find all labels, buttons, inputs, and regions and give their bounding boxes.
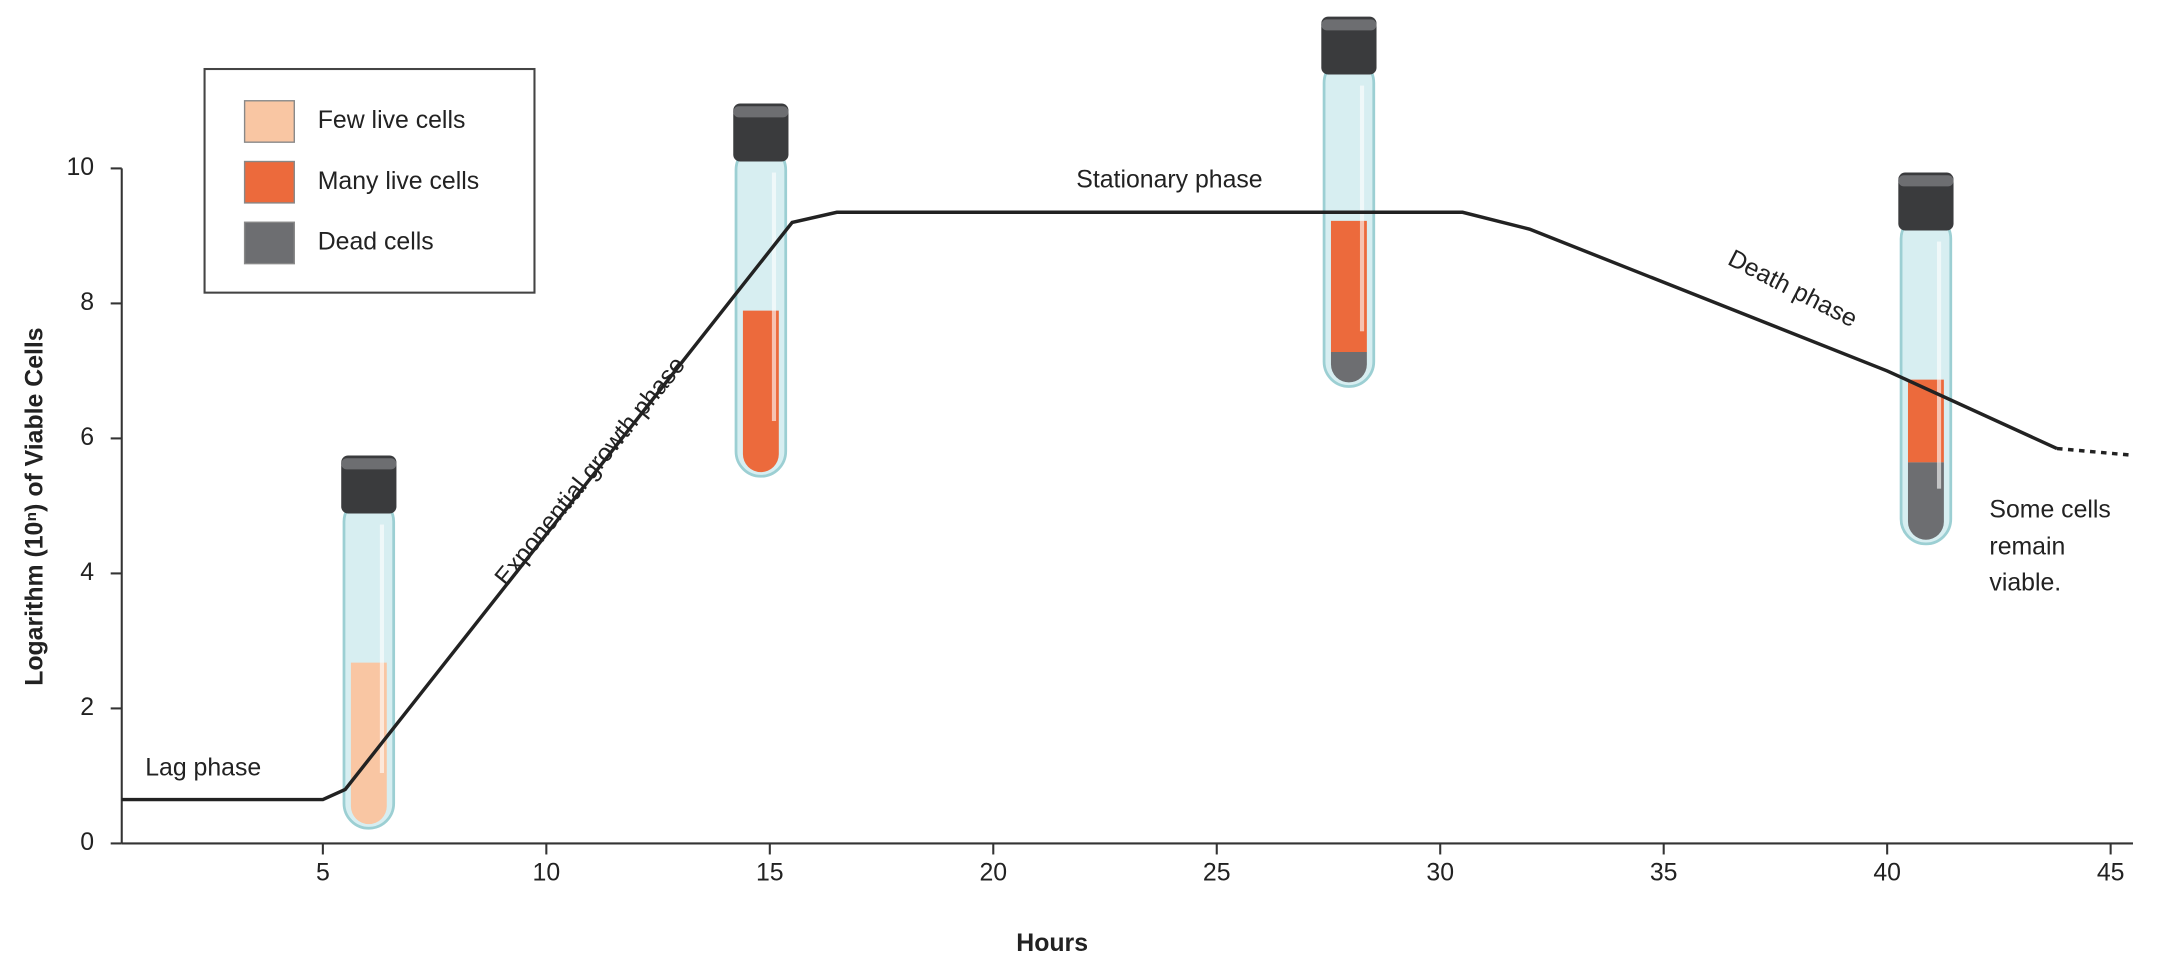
tube-fill [350,662,387,825]
y-tick-label: 4 [80,559,94,586]
y-tick-label: 2 [80,694,94,721]
tube-cap-ring [1898,175,1954,187]
tube-cap-ring [733,106,789,118]
tube-fill [1330,352,1367,383]
x-tick-label: 30 [1426,859,1454,886]
x-tick-label: 40 [1873,859,1901,886]
x-tick-label: 20 [979,859,1007,886]
x-tick-label: 45 [2097,859,2125,886]
tube-cap-ring [1321,19,1377,31]
y-tick-label: 0 [80,829,94,856]
tube-highlight [379,524,385,774]
tube-fill [1907,379,1944,463]
tube-cap [341,455,397,514]
legend-swatch [243,221,295,265]
y-tick-label: 10 [67,154,95,181]
tube-highlight [1359,85,1365,332]
x-tick-label: 25 [1203,859,1231,886]
growth-curve [121,210,2058,802]
x-tick-label: 35 [1650,859,1678,886]
annotation: remain [1989,534,2065,561]
annotation: Lag phase [145,754,261,781]
tube-fill [1907,462,1944,540]
tube-fill [1330,220,1367,353]
x-tick-label: 15 [756,859,784,886]
tube-cap [733,103,789,162]
growth-curve [2056,446,2134,458]
x-tick-label: 10 [533,859,561,886]
legend-label: Few live cells [318,107,466,134]
legend-label: Dead cells [318,229,434,256]
annotation: Stationary phase [1076,166,1262,193]
tube-fill [742,310,779,473]
tube-highlight [1936,241,1942,489]
tubes [341,16,1954,830]
x-tick-label: 5 [316,859,330,886]
tube-highlight [771,172,777,422]
y-axis-label: Logarithm (10ⁿ) of Viable Cells [22,327,49,685]
annotation: Some cells [1989,496,2110,523]
legend-swatch [243,100,295,143]
legend-swatch [243,160,295,204]
tube-cap [1898,172,1954,231]
y-tick-label: 8 [80,289,94,316]
y-tick-label: 6 [80,424,94,451]
annotation: viable. [1989,569,2061,596]
annotation: Death phase [1724,245,1862,333]
tube-cap [1321,16,1377,75]
tube-cap-ring [341,458,397,470]
x-axis-label: Hours [1016,930,1088,957]
legend-label: Many live cells [318,168,479,195]
